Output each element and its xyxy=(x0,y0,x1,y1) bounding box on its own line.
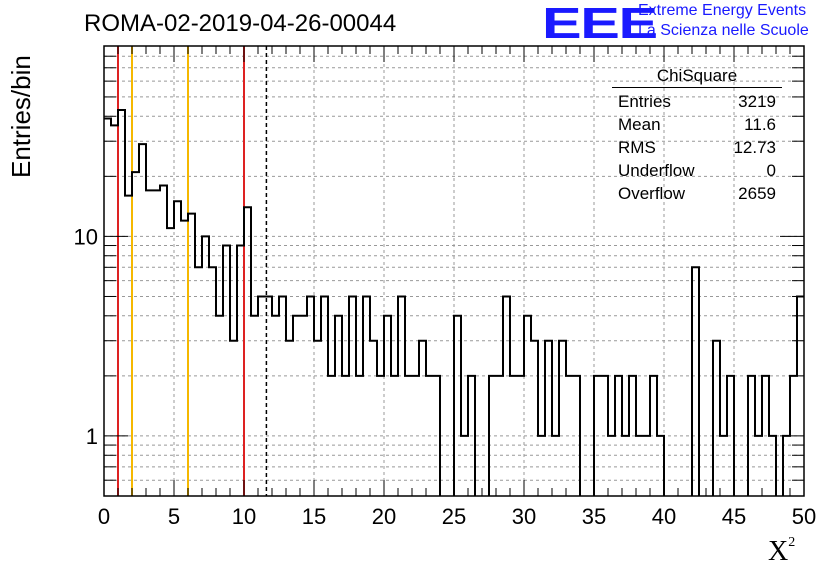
x-tick-label: 5 xyxy=(168,504,180,529)
reference-lines xyxy=(117,46,268,496)
y-tick-label: 10 xyxy=(74,224,98,249)
tick-layer: 0 5 10 15 20 25 30 35 40 45 50 1 10 xyxy=(74,46,816,529)
stats-value: 3219 xyxy=(738,92,776,111)
stats-value: 2659 xyxy=(738,184,776,203)
stats-label: Mean xyxy=(618,115,661,134)
stats-title: ChiSquare xyxy=(612,66,782,88)
x-tick-label: 40 xyxy=(652,504,676,529)
stats-label: RMS xyxy=(618,138,656,157)
x-tick-label: 15 xyxy=(302,504,326,529)
x-axis-label-main: X xyxy=(768,536,789,567)
y-tick-label: 1 xyxy=(86,424,98,449)
eee-logo: EEE xyxy=(542,0,658,48)
x-tick-label: 45 xyxy=(722,504,746,529)
stats-row-overflow: Overflow 2659 xyxy=(612,182,776,205)
stats-row-entries: Entries 3219 xyxy=(612,90,776,113)
histogram-series xyxy=(104,109,804,496)
x-tick-label: 0 xyxy=(98,504,110,529)
x-tick-label: 20 xyxy=(372,504,396,529)
x-axis-label: X2 xyxy=(768,535,795,568)
chart-title: ROMA-02-2019-04-26-00044 xyxy=(84,10,397,37)
x-tick-label: 35 xyxy=(582,504,606,529)
histogram-layer xyxy=(104,109,804,496)
x-tick-label: 50 xyxy=(792,504,816,529)
stats-value: 11.6 xyxy=(744,115,776,134)
stats-label: Overflow xyxy=(618,184,686,203)
x-tick-label: 10 xyxy=(232,504,256,529)
logo-line-2: La Scienza nelle Scuole xyxy=(638,22,809,39)
x-tick-label: 25 xyxy=(442,504,466,529)
stats-row-underflow: Underflow 0 xyxy=(612,159,776,182)
stats-box: ChiSquare Entries 3219 Mean 11.6 RMS 12.… xyxy=(612,66,782,205)
stats-row-rms: RMS 12.73 xyxy=(612,136,776,159)
x-axis-label-sup: 2 xyxy=(788,535,796,550)
stats-label: Underflow xyxy=(618,161,695,180)
stats-row-mean: Mean 11.6 xyxy=(612,113,776,136)
logo-line-1: Extreme Energy Events xyxy=(638,2,807,19)
x-tick-label: 30 xyxy=(512,504,536,529)
y-axis-label: Entries/bin xyxy=(6,55,36,178)
stats-label: Entries xyxy=(618,92,671,111)
stats-value: 0 xyxy=(766,161,776,180)
stats-value: 12.73 xyxy=(733,138,776,157)
